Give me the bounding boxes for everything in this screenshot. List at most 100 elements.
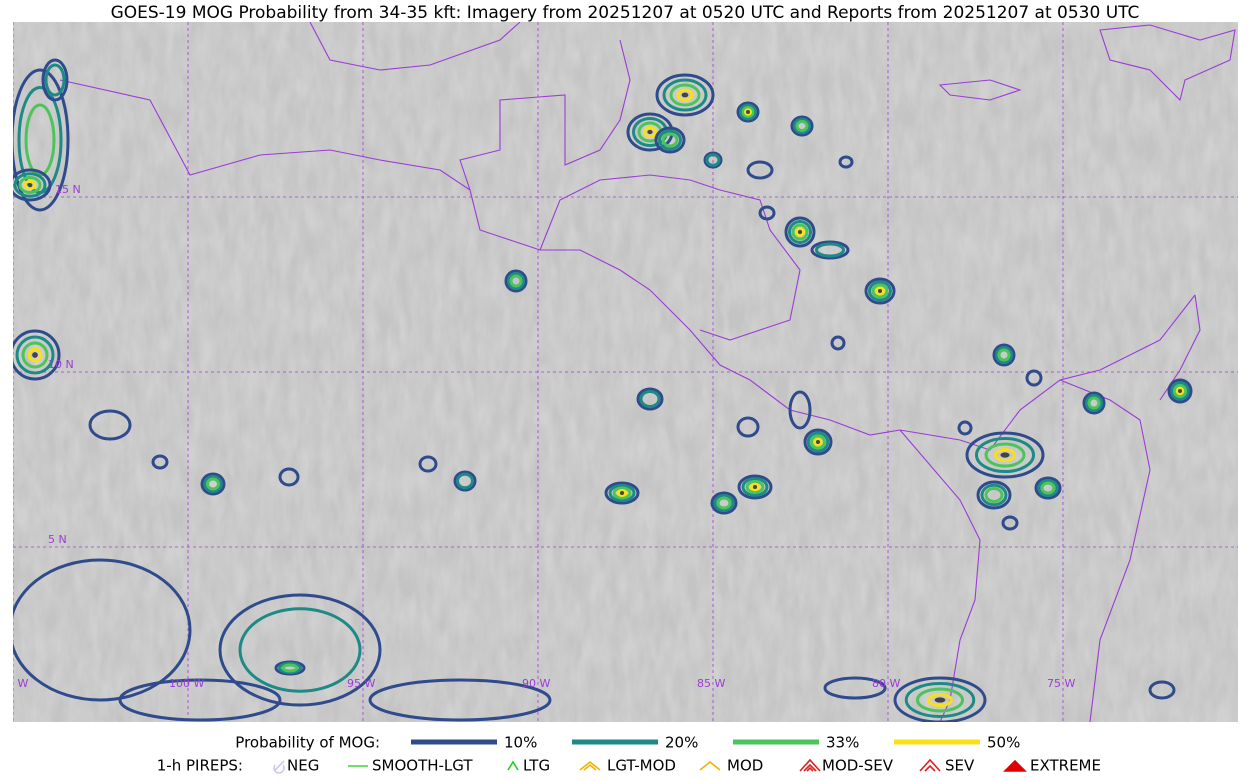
contour	[916, 687, 964, 713]
probability-contours	[13, 58, 1193, 722]
legend-label: MOD	[727, 757, 763, 775]
cloud-core	[1178, 389, 1182, 393]
contour	[758, 205, 776, 221]
contour	[838, 155, 854, 169]
contour	[15, 335, 55, 375]
contour	[616, 489, 628, 497]
legend-label: 33%	[826, 734, 859, 752]
contour	[810, 434, 826, 450]
contour	[1087, 396, 1101, 410]
title: GOES-19 MOG Probability from 34-35 kft: …	[111, 3, 1140, 23]
lon-label: 90 W	[522, 677, 550, 690]
contour	[151, 454, 169, 470]
contour	[118, 678, 282, 722]
contour	[788, 390, 812, 430]
contour	[1173, 384, 1187, 398]
contour	[27, 347, 43, 363]
contour	[13, 172, 47, 198]
contour	[669, 83, 701, 107]
contour	[806, 431, 830, 453]
cloud-core	[798, 230, 802, 234]
lon-label: 75 W	[1047, 677, 1075, 690]
contour	[1037, 479, 1059, 497]
legend-label: 10%	[504, 734, 537, 752]
cloud-core	[1000, 452, 1010, 458]
contour	[456, 472, 474, 490]
contour	[823, 676, 887, 700]
contour	[658, 129, 682, 151]
contour	[984, 442, 1026, 468]
contour	[871, 283, 889, 299]
lon-label: 100 W	[169, 677, 204, 690]
contour	[1148, 680, 1176, 700]
legend-label: LGT-MOD	[607, 757, 676, 775]
contour	[1034, 476, 1062, 500]
contour	[741, 106, 755, 118]
lat-label: 10 N	[48, 358, 74, 371]
contour	[612, 486, 632, 500]
contour	[1082, 391, 1106, 415]
contour	[218, 593, 382, 707]
contour	[676, 88, 694, 102]
contour	[21, 341, 49, 369]
contour	[643, 126, 657, 138]
legend-label: 50%	[987, 734, 1020, 752]
contour	[995, 346, 1013, 364]
contour	[1175, 386, 1185, 396]
contour	[976, 480, 1012, 510]
contour	[41, 58, 69, 102]
contour	[703, 151, 723, 169]
contour	[795, 227, 805, 237]
contour	[639, 390, 661, 408]
contour	[749, 482, 761, 492]
cloud-core	[620, 491, 624, 495]
contour	[739, 103, 757, 121]
legend-label: MOD-SEV	[822, 757, 894, 775]
contour	[453, 470, 477, 492]
contour	[281, 663, 299, 673]
contour	[662, 78, 708, 112]
cloud-core	[32, 352, 38, 358]
legend-title: Probability of MOG:	[235, 734, 380, 752]
contour	[13, 68, 70, 212]
contour	[788, 220, 812, 244]
contour	[736, 101, 760, 123]
contour	[904, 682, 976, 718]
legend-label: EXTREME	[1030, 757, 1101, 775]
contour	[745, 480, 765, 494]
pirep-symbol	[699, 760, 721, 771]
cloud-core	[753, 485, 757, 489]
contour	[875, 286, 885, 296]
contour	[23, 179, 37, 191]
contour	[716, 496, 732, 510]
lat-label: 15 N	[55, 183, 81, 196]
contour	[203, 475, 223, 493]
contour	[200, 472, 226, 496]
contour	[815, 242, 845, 258]
legend-label: 20%	[665, 734, 698, 752]
contour	[710, 491, 738, 515]
contour	[507, 272, 525, 290]
contour	[44, 63, 66, 97]
legend-label: NEG	[287, 757, 319, 775]
contour	[278, 467, 300, 487]
lon-label: 95 W	[347, 677, 375, 690]
contour	[975, 437, 1035, 473]
contour	[88, 409, 132, 441]
contour	[604, 481, 640, 505]
pirep-symbol	[799, 758, 821, 772]
contour	[18, 176, 42, 194]
contour	[1025, 369, 1043, 387]
contour	[784, 216, 816, 248]
cloud-core	[746, 110, 750, 114]
contour	[790, 115, 814, 137]
contour	[238, 607, 362, 693]
contour	[368, 678, 552, 722]
cloud-core	[681, 92, 689, 98]
contour	[13, 168, 52, 202]
legend-label: LTG	[523, 757, 550, 775]
contour	[793, 117, 811, 135]
contour	[661, 132, 679, 148]
lon-label: 05 W	[0, 677, 28, 690]
pirep-symbol	[919, 758, 941, 772]
